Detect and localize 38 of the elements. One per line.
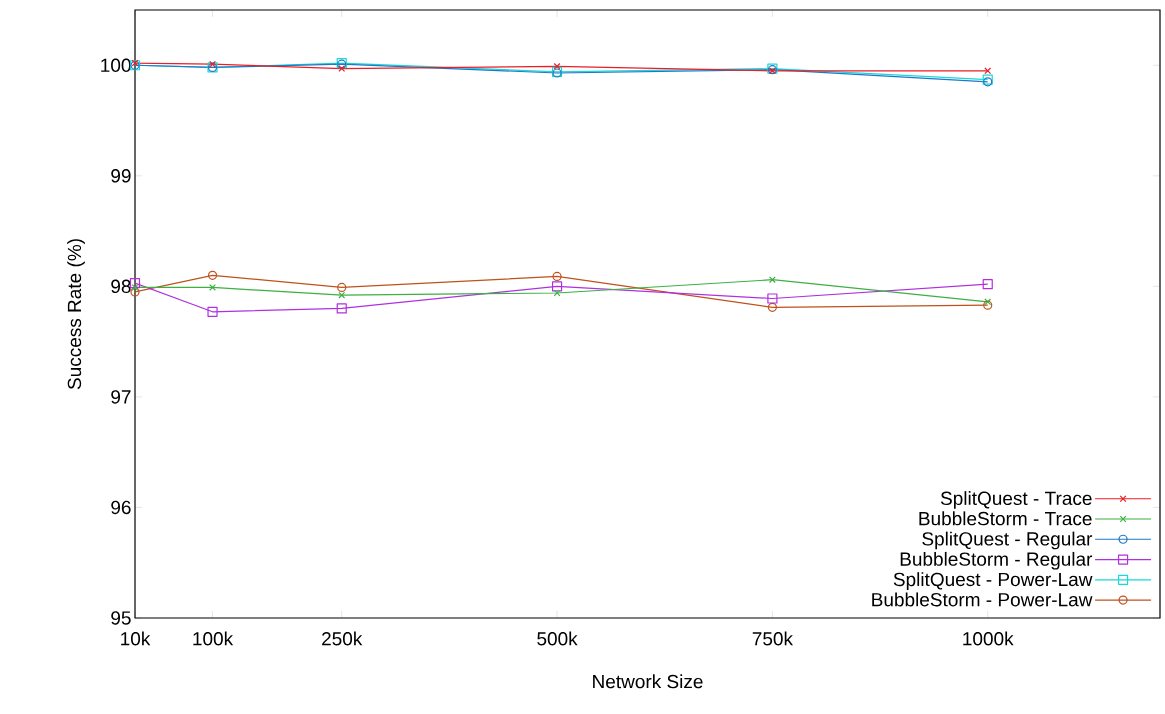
point xyxy=(768,276,776,284)
point xyxy=(209,60,216,68)
x-tick-label: 500k xyxy=(537,631,578,646)
legend-label: SplitQuest - Trace xyxy=(940,491,1092,509)
x-tick-label: 750k xyxy=(752,631,794,646)
point xyxy=(983,300,993,310)
legend-label: BubbleStorm - Regular xyxy=(900,551,1093,570)
legend-label: SplitQuest - Power-Law xyxy=(893,572,1093,590)
y-tick-label: 96 xyxy=(111,500,131,515)
point xyxy=(338,65,346,73)
legend-label: BubbleStorm - Trace xyxy=(919,511,1092,526)
point xyxy=(984,298,992,306)
x-tick-label: 250k xyxy=(322,631,363,646)
point xyxy=(982,279,993,290)
point xyxy=(767,302,777,312)
point xyxy=(336,303,347,314)
legend-label: SplitQuest - Regular xyxy=(922,531,1093,550)
y-tick-label: 95 xyxy=(111,611,131,625)
point xyxy=(552,271,562,281)
x-axis-title: Network Size xyxy=(593,674,703,689)
point xyxy=(338,291,346,299)
point xyxy=(207,306,218,317)
x-tick-label: 100k xyxy=(193,631,234,646)
point xyxy=(130,287,140,297)
point xyxy=(207,270,218,280)
y-tick-label: 99 xyxy=(111,169,131,183)
point xyxy=(551,281,563,292)
point xyxy=(767,293,778,304)
y-tick-label: 97 xyxy=(111,390,131,404)
y-axis-title: Success Rate (%) xyxy=(67,239,85,390)
x-tick-label: 10k xyxy=(121,631,151,646)
y-tick-label: 98 xyxy=(111,279,131,294)
y-tick-label: 100 xyxy=(101,58,131,72)
point xyxy=(553,62,561,70)
legend-label: BubbleStorm - Power-Law xyxy=(872,592,1093,607)
x-tick-label: 1000k xyxy=(963,631,1014,646)
point xyxy=(337,282,347,293)
point xyxy=(131,284,139,291)
